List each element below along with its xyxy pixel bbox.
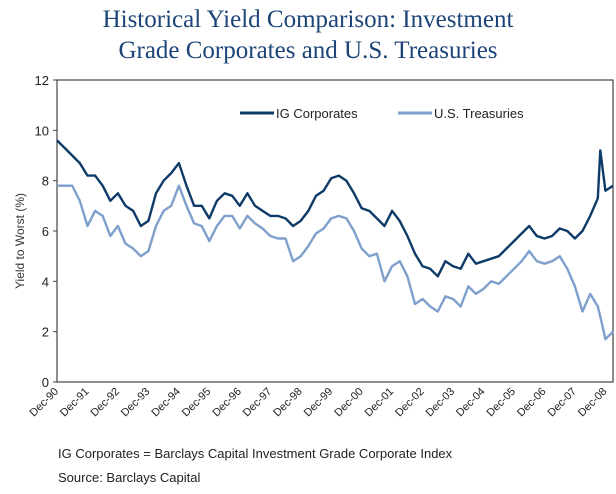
y-tick-label: 12 xyxy=(35,73,49,88)
chart-title: Historical Yield Comparison: Investment … xyxy=(0,4,616,66)
series-line-us-treasuries xyxy=(57,184,614,341)
plot-frame xyxy=(56,79,614,383)
y-tick-label: 10 xyxy=(35,123,49,138)
y-axis-label: Yield to Worst (%) xyxy=(13,193,27,289)
x-tick-label: Dec-05 xyxy=(485,386,519,420)
title-line-2: Grade Corporates and U.S. Treasuries xyxy=(118,37,498,64)
x-tick-label: Dec-95 xyxy=(180,386,214,420)
x-tick-label: Dec-93 xyxy=(119,386,153,420)
y-tick-label: 2 xyxy=(42,325,49,340)
x-tick-label: Dec-92 xyxy=(88,386,122,420)
legend-label: U.S. Treasuries xyxy=(434,106,524,121)
y-tick-label: 6 xyxy=(42,224,49,239)
x-tick-label: Dec-00 xyxy=(332,386,366,420)
y-tick-label: 8 xyxy=(42,174,49,189)
legend-label: IG Corporates xyxy=(276,106,358,121)
y-tick-label: 4 xyxy=(42,274,49,289)
x-tick-label: Dec-02 xyxy=(393,386,427,420)
x-tick-label: Dec-97 xyxy=(241,386,275,420)
title-line-1: Historical Yield Comparison: Investment xyxy=(102,6,514,33)
source-note: Source: Barclays Capital xyxy=(58,470,201,485)
x-tick-label: Dec-91 xyxy=(58,386,92,420)
x-tick-label: Dec-08 xyxy=(576,386,610,420)
x-tick-label: Dec-94 xyxy=(149,386,183,420)
series-line-ig-corporates xyxy=(56,139,614,278)
y-tick-label: 0 xyxy=(42,375,49,390)
x-tick-label: Dec-99 xyxy=(302,386,336,420)
x-tick-label: Dec-01 xyxy=(363,386,397,420)
x-tick-label: Dec-98 xyxy=(271,386,305,420)
x-tick-label: Dec-03 xyxy=(424,386,458,420)
x-tick-label: Dec-04 xyxy=(454,386,488,420)
x-tick-label: Dec-96 xyxy=(210,386,244,420)
x-tick-label: Dec-90 xyxy=(28,386,62,420)
index-definition-note: IG Corporates = Barclays Capital Investm… xyxy=(58,446,453,461)
x-tick-label: Dec-07 xyxy=(545,386,579,420)
x-tick-label: Dec-06 xyxy=(515,386,549,420)
